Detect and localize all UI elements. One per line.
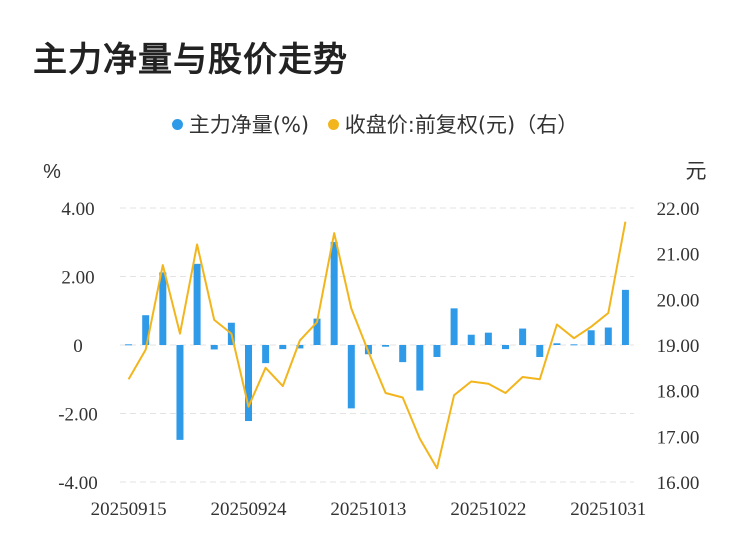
bar — [313, 318, 321, 345]
bar — [142, 315, 150, 345]
right-axis-unit: 元 — [686, 160, 707, 183]
y-right-tick-label: 17.00 — [657, 427, 700, 448]
bar — [570, 344, 578, 346]
bar — [433, 345, 441, 357]
bar — [450, 308, 458, 345]
bar — [347, 345, 355, 409]
bar — [193, 263, 201, 345]
chart-title: 主力净量与股价走势 — [33, 40, 348, 80]
bar — [210, 345, 218, 350]
bar — [296, 345, 304, 349]
price-line — [127, 221, 627, 470]
y-left-tick-label: 2.00 — [61, 268, 94, 289]
bar — [416, 345, 424, 391]
y-left-tick-label: 0 — [73, 336, 83, 357]
bar — [399, 345, 407, 363]
x-tick-label: 20251013 — [330, 499, 406, 520]
bar — [604, 327, 612, 345]
bar — [159, 272, 167, 345]
legend-item-line[interactable]: 收盘价:前复权(元)（右） — [327, 109, 579, 139]
bar — [245, 345, 252, 422]
y-right-tick-label: 19.00 — [657, 336, 700, 357]
y-right-tick-label: 22.00 — [657, 199, 700, 220]
y-left-tick-label: -2.00 — [58, 405, 98, 426]
legend-bar-label: 主力净量(%) — [188, 113, 310, 137]
bar — [279, 345, 287, 350]
x-tick-label: 20251022 — [450, 499, 526, 520]
bar — [502, 345, 509, 350]
x-tick-label: 20250915 — [91, 499, 167, 520]
legend-line-marker — [327, 119, 339, 130]
bar — [330, 241, 338, 345]
bar — [467, 334, 475, 345]
legend-bar-marker — [171, 119, 183, 130]
y-right-tick-label: 16.00 — [657, 473, 700, 494]
y-left-tick-label: 4.00 — [61, 199, 94, 220]
legend: 主力净量(%) 收盘价:前复权(元)（右） — [0, 109, 750, 139]
bar — [176, 345, 184, 440]
y-right-tick-label: 18.00 — [657, 382, 700, 403]
legend-item-bar[interactable]: 主力净量(%) — [171, 109, 310, 139]
bar — [621, 289, 629, 345]
bar — [262, 345, 270, 364]
legend-line-label: 收盘价:前复权(元)（右） — [344, 113, 579, 137]
bar — [519, 328, 527, 345]
left-axis-unit: % — [43, 161, 61, 183]
y-left-tick-label: -4.00 — [58, 473, 98, 494]
bar — [553, 343, 561, 345]
bar — [125, 344, 133, 346]
bar — [587, 330, 595, 345]
x-tick-label: 20250924 — [211, 499, 288, 520]
bar — [536, 345, 544, 357]
y-right-tick-label: 21.00 — [657, 245, 700, 266]
bar — [382, 345, 390, 347]
bar — [484, 332, 492, 345]
y-right-tick-label: 20.00 — [657, 290, 700, 311]
x-tick-label: 20251031 — [570, 499, 646, 520]
